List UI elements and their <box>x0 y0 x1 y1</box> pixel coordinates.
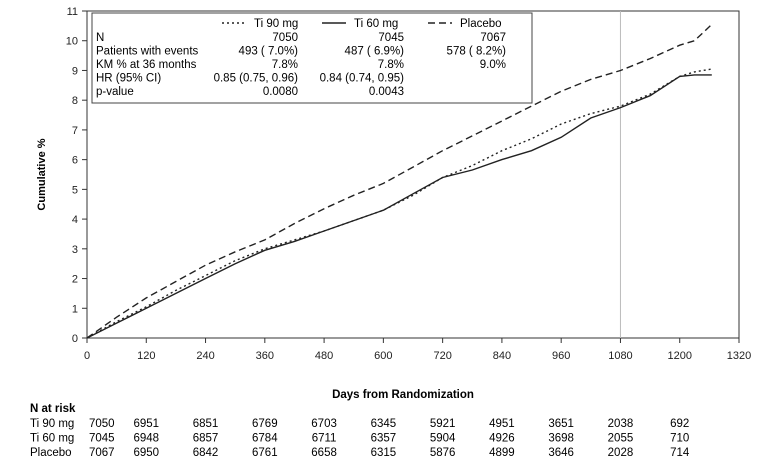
y-tick-label: 5 <box>72 184 78 196</box>
x-tick-label: 1320 <box>727 350 751 362</box>
risk-value: 3646 <box>548 447 574 459</box>
risk-value: 714 <box>670 447 690 459</box>
risk-value: 6315 <box>371 447 397 459</box>
legend-value: 0.85 (0.75, 0.96) <box>214 73 299 85</box>
risk-value: 4951 <box>489 418 515 430</box>
risk-value: 6948 <box>133 433 159 445</box>
x-tick-label: 960 <box>552 350 570 362</box>
risk-row-label: Ti 90 mg <box>30 418 74 430</box>
y-tick-label: 0 <box>72 333 78 345</box>
y-tick-label: 11 <box>67 6 78 18</box>
legend-row-label: Patients with events <box>96 46 199 58</box>
x-tick-label: 720 <box>433 350 451 362</box>
risk-value: 6711 <box>312 433 337 445</box>
risk-value: 2038 <box>608 418 634 430</box>
risk-value: 6761 <box>252 447 278 459</box>
x-tick-label: 360 <box>256 350 274 362</box>
legend-row-label: HR (95% CI) <box>96 73 161 85</box>
y-tick-label: 3 <box>72 244 78 256</box>
legend-value: 578 ( 8.2%) <box>447 46 507 58</box>
risk-value: 2055 <box>608 433 634 445</box>
risk-value: 6345 <box>371 418 397 430</box>
legend-value: 493 ( 7.0%) <box>239 46 299 58</box>
x-tick-label: 1080 <box>608 350 632 362</box>
risk-row-label: Ti 60 mg <box>30 433 74 445</box>
risk-value: 6784 <box>252 433 278 445</box>
legend-value: 0.84 (0.74, 0.95) <box>320 73 405 85</box>
legend-value: 7.8% <box>378 59 404 71</box>
series-line-ti-90-mg <box>86 68 712 339</box>
legend-value: 7067 <box>480 32 506 44</box>
y-tick-label: 1 <box>72 303 78 315</box>
legend-label: Ti 90 mg <box>254 18 298 30</box>
legend-row-label: p-value <box>96 86 134 98</box>
risk-value: 6769 <box>252 418 278 430</box>
x-tick-label: 0 <box>84 350 90 362</box>
risk-table-title: N at risk <box>30 403 76 415</box>
x-tick-label: 600 <box>374 350 392 362</box>
risk-value: 7045 <box>89 433 115 445</box>
x-tick-label: 840 <box>493 350 511 362</box>
legend-row-label: KM % at 36 months <box>96 59 197 71</box>
risk-value: 7067 <box>89 447 115 459</box>
plot-frame <box>86 10 740 339</box>
y-tick-label: 7 <box>72 125 78 137</box>
y-tick-label: 2 <box>72 274 78 286</box>
risk-value: 6703 <box>311 418 337 430</box>
risk-value: 6857 <box>193 433 219 445</box>
y-axis-label: Cumulative % <box>36 138 48 210</box>
x-tick-label: 1200 <box>667 350 691 362</box>
series-line-ti-60-mg <box>86 74 712 339</box>
legend-box <box>91 12 533 104</box>
y-tick-label: 8 <box>72 95 78 107</box>
risk-value: 5921 <box>430 418 456 430</box>
legend-value: 7045 <box>378 32 404 44</box>
legend-row-label: N <box>96 32 104 44</box>
legend-value: 0.0043 <box>369 86 404 98</box>
legend-value: 487 ( 6.9%) <box>345 46 405 58</box>
legend-label: Placebo <box>460 18 502 30</box>
risk-value: 7050 <box>89 418 115 430</box>
x-tick-label: 120 <box>137 350 155 362</box>
legend-value: 7050 <box>272 32 298 44</box>
legend-value: 0.0080 <box>263 86 298 98</box>
risk-value: 5876 <box>430 447 456 459</box>
risk-value: 6950 <box>133 447 159 459</box>
risk-value: 692 <box>670 418 689 430</box>
legend-label: Ti 60 mg <box>354 18 398 30</box>
x-tick-label: 240 <box>196 350 214 362</box>
risk-value: 6658 <box>311 447 337 459</box>
risk-value: 4899 <box>489 447 515 459</box>
risk-value: 6851 <box>193 418 219 430</box>
risk-value: 6357 <box>371 433 397 445</box>
risk-value: 2028 <box>608 447 634 459</box>
series-line-placebo <box>86 23 713 339</box>
y-tick-label: 4 <box>72 214 78 226</box>
y-tick-label: 10 <box>66 36 78 48</box>
legend-value: 7.8% <box>272 59 298 71</box>
legend-value: 9.0% <box>480 59 506 71</box>
x-tick-label: 480 <box>315 350 333 362</box>
risk-value: 3698 <box>548 433 574 445</box>
risk-value: 3651 <box>548 418 574 430</box>
risk-value: 6951 <box>133 418 159 430</box>
risk-value: 4926 <box>489 433 515 445</box>
x-axis-label: Days from Randomization <box>332 389 474 401</box>
y-tick-label: 6 <box>72 155 78 167</box>
risk-row-label: Placebo <box>30 447 72 459</box>
y-tick-label: 9 <box>72 65 78 77</box>
risk-value: 5904 <box>430 433 456 445</box>
risk-value: 710 <box>670 433 689 445</box>
risk-value: 6842 <box>193 447 219 459</box>
